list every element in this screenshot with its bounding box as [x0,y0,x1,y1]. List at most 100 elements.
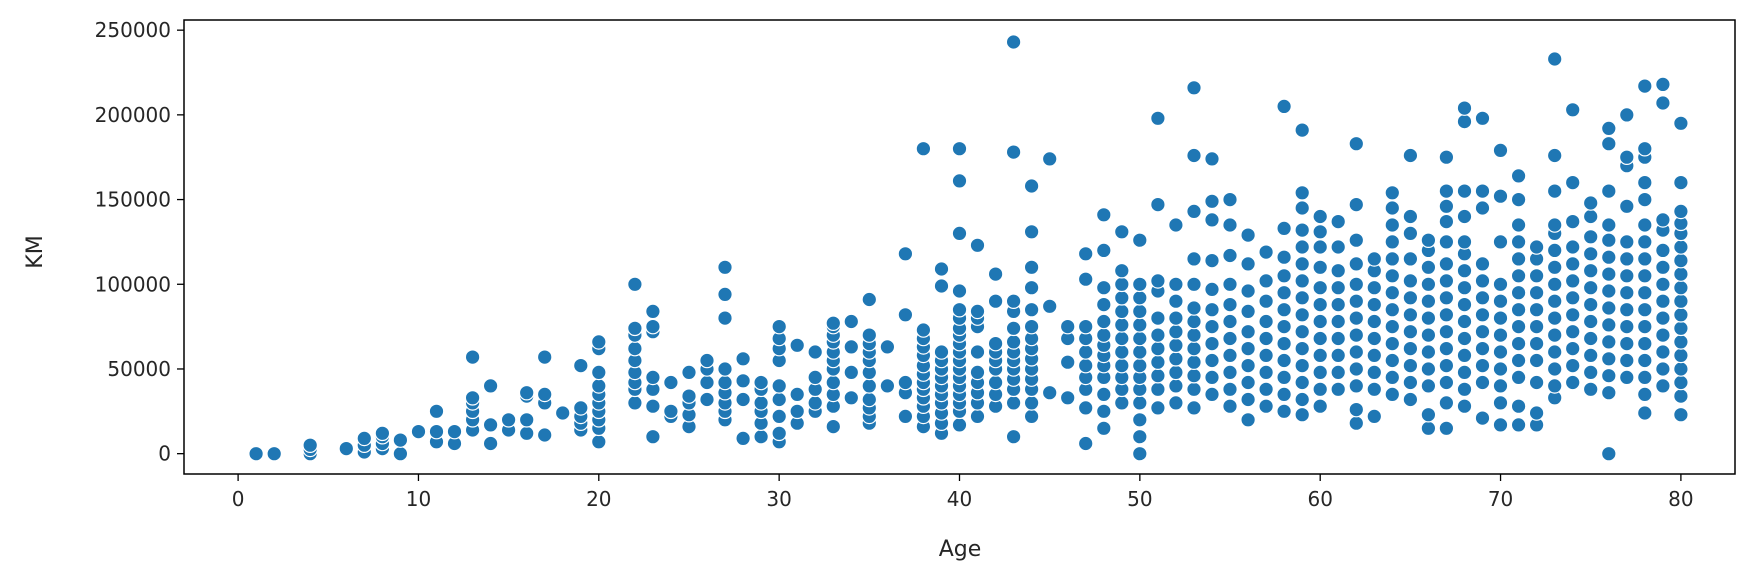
data-point [1366,330,1383,347]
data-point [1456,347,1473,364]
data-point [1240,303,1256,320]
data-point [1204,281,1220,298]
data-point [1204,301,1220,318]
data-point [1294,200,1310,216]
data-point [1492,293,1509,309]
data-point [1096,279,1112,296]
data-point [1492,344,1509,360]
data-point [1564,306,1581,323]
data-point [1673,361,1689,377]
data-point [1312,347,1328,364]
data-point [1132,232,1148,248]
data-point [1366,279,1383,296]
data-point [1582,262,1599,279]
data-point [1528,239,1545,255]
y-tick-label: 250000 [95,18,171,42]
data-point [1384,284,1401,301]
data-point [1474,289,1491,306]
data-point [1673,239,1689,255]
data-point [807,395,823,411]
data-point [1402,208,1419,225]
data-point [879,378,896,394]
data-point [969,344,986,360]
data-point [951,225,968,242]
data-point [1438,213,1455,230]
data-point [1384,301,1401,318]
data-point [1330,347,1346,364]
data-point [1186,300,1202,316]
x-tick-label: 70 [1488,487,1513,511]
data-point [1438,395,1455,411]
data-point [1582,347,1599,364]
data-point [1601,249,1617,266]
data-point [1330,262,1346,279]
data-point [1637,318,1653,335]
data-point [1420,259,1437,276]
data-point [1294,273,1310,289]
data-point [1005,395,1022,411]
data-point [1582,246,1599,262]
x-tick-label: 60 [1307,487,1332,511]
data-point [1402,273,1419,289]
data-point [1077,318,1094,335]
data-point [1294,239,1310,255]
data-point [356,430,373,447]
data-point [1582,381,1599,398]
data-point [1619,352,1635,369]
data-point [1420,406,1437,423]
data-point [536,386,553,403]
data-point [987,293,1004,309]
data-point [1510,168,1527,184]
data-point [1186,147,1202,164]
data-point [843,313,860,330]
data-point [1384,386,1401,403]
data-point [1420,344,1437,360]
data-point [1655,76,1671,93]
data-point [1240,227,1256,243]
data-point [410,423,427,440]
data-point [1655,327,1671,343]
data-point [1150,367,1166,384]
data-point [1438,306,1455,323]
data-point [1564,323,1581,340]
data-point [1601,232,1617,248]
data-point [933,344,950,360]
x-tick-label: 40 [947,487,972,511]
data-point [1510,301,1527,318]
points-layer [248,34,1689,462]
data-point [1384,352,1401,369]
data-point [1096,403,1112,420]
data-point [1510,191,1527,208]
data-point [1186,80,1202,96]
data-point [969,303,986,320]
data-point [1619,107,1635,123]
data-point [1474,200,1491,216]
y-tick-label: 150000 [95,188,171,212]
data-point [1673,115,1689,132]
data-point [1077,271,1094,287]
data-point [1510,318,1527,335]
data-point [1222,398,1238,414]
data-point [771,425,787,442]
data-point [1564,256,1581,272]
data-point [1564,273,1581,289]
data-point [1366,347,1383,364]
data-point [1582,296,1599,313]
data-point [1023,178,1040,194]
data-point [1601,334,1617,350]
data-point [1564,357,1581,374]
data-point [771,378,787,394]
data-point [1673,203,1689,220]
data-point [1348,256,1365,272]
data-point [1492,276,1509,293]
data-point [1619,318,1635,335]
data-point [1601,135,1617,152]
data-point [717,259,733,276]
data-point [1348,135,1365,152]
data-point [1204,151,1220,167]
data-point [645,428,661,445]
data-point [1420,327,1437,343]
data-point [1005,334,1022,350]
data-point [1186,340,1202,357]
